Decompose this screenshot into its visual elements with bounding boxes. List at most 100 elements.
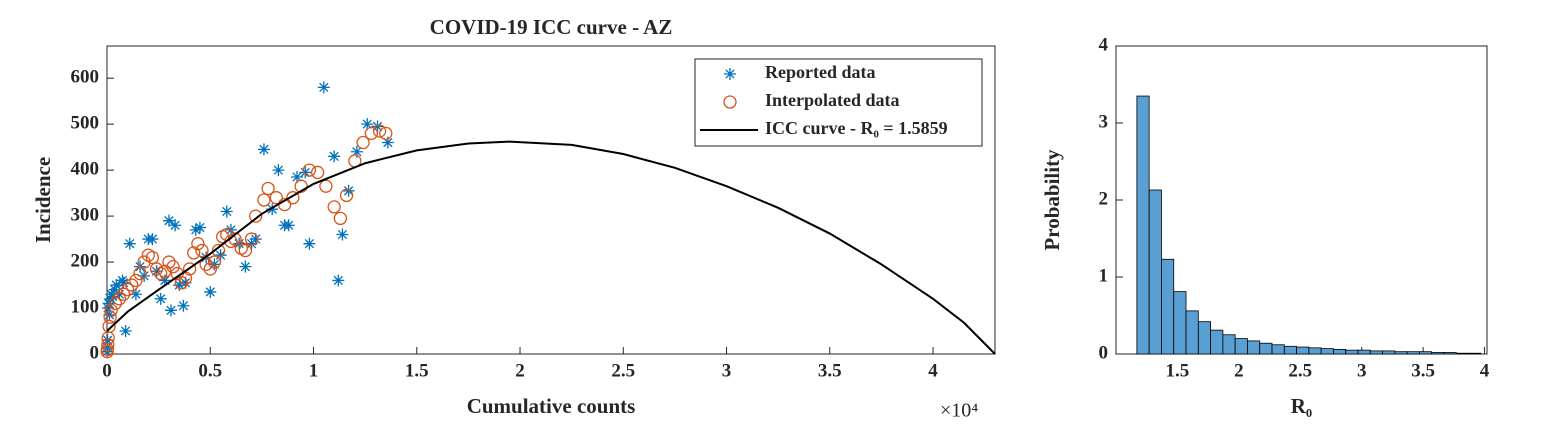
- x-tick-label: 3.5: [1411, 360, 1435, 381]
- reported-point: [116, 274, 129, 287]
- histogram-bar: [1283, 345, 1297, 355]
- histogram-bar: [1185, 310, 1199, 355]
- reported-point: [119, 325, 132, 338]
- interpolated-point: [257, 193, 271, 207]
- interpolated-point: [249, 209, 263, 223]
- reported-point: [361, 118, 374, 131]
- interpolated-point: [108, 296, 122, 311]
- x-tick-label: 4: [1480, 360, 1490, 381]
- x-tick-label: 4: [928, 360, 938, 381]
- interpolated-point: [166, 260, 180, 274]
- reported-point: [123, 237, 136, 250]
- x-tick-label: 3: [1357, 360, 1367, 381]
- y-tick-label: 200: [71, 250, 100, 271]
- interpolated-point: [195, 243, 209, 258]
- histogram-bar: [1394, 351, 1408, 355]
- interpolated-point: [364, 126, 378, 140]
- x-tick-label: 1.5: [1166, 360, 1190, 381]
- histogram-bar: [1333, 348, 1347, 355]
- reported-point: [146, 233, 159, 246]
- histogram-bar: [1296, 346, 1310, 355]
- interpolated-point: [379, 126, 393, 140]
- interpolated-point: [199, 257, 213, 272]
- reported-point: [101, 334, 114, 347]
- interpolated-point: [125, 278, 139, 292]
- histogram-bar: [1197, 321, 1211, 355]
- reported-point: [214, 249, 227, 262]
- interpolated-point: [211, 243, 226, 258]
- legend-marker: [723, 95, 737, 109]
- interpolated-point: [104, 303, 118, 317]
- histogram-bar: [1259, 342, 1273, 355]
- reported-point: [101, 341, 114, 354]
- x-tick-label: 2.5: [611, 360, 635, 381]
- histogram-bar: [1234, 338, 1248, 355]
- x-tick-label: 3: [722, 360, 732, 381]
- x-axis-label: Cumulative counts: [467, 394, 636, 418]
- interpolated-point: [319, 179, 333, 193]
- reported-point: [245, 237, 258, 250]
- reported-point: [303, 237, 316, 250]
- y-axis-label: Incidence: [31, 157, 55, 243]
- histogram-bar: [1382, 350, 1396, 355]
- interpolated-point: [137, 255, 151, 269]
- x-tick-label: 3.5: [818, 360, 842, 381]
- icc-curve: [106, 140, 996, 355]
- interpolated-point: [339, 188, 354, 203]
- y-tick-label: 1: [1099, 265, 1109, 286]
- y-axis-label: Probability: [1040, 149, 1064, 251]
- interpolated-point: [261, 181, 275, 196]
- histogram-bar: [1369, 350, 1383, 355]
- histogram-bar: [1443, 352, 1457, 355]
- reported-point: [317, 81, 330, 94]
- interpolated-point: [103, 310, 117, 324]
- interpolated-point: [133, 266, 147, 281]
- reported-point: [342, 184, 355, 197]
- reported-point: [220, 205, 233, 218]
- histogram-bar: [1357, 349, 1371, 355]
- reported-point: [154, 292, 167, 305]
- reported-point: [193, 221, 206, 234]
- y-tick-label: 600: [71, 67, 100, 88]
- legend-marker: [724, 68, 736, 80]
- reported-point: [249, 233, 262, 246]
- reported-point: [381, 136, 394, 149]
- reported-point: [177, 299, 190, 312]
- reported-point: [110, 279, 123, 292]
- histogram-bar: [1173, 291, 1187, 355]
- legend-label: ICC curve - R₀ = 1.5859: [765, 118, 948, 138]
- reported-point: [150, 265, 163, 278]
- interpolated-point: [302, 163, 317, 177]
- x-tick-label: 2: [515, 360, 525, 381]
- interpolated-point: [129, 273, 143, 288]
- reported-point: [117, 276, 130, 289]
- y-tick-label: 400: [71, 158, 100, 179]
- reported-point: [282, 219, 295, 232]
- reported-point: [290, 171, 303, 184]
- reported-point: [204, 285, 217, 298]
- histogram-bar: [1345, 349, 1359, 355]
- reported-point: [129, 288, 142, 301]
- histogram-bar: [1320, 348, 1334, 355]
- interpolated-point: [244, 232, 259, 246]
- x-tick-label: 0.5: [198, 360, 222, 381]
- y-tick-label: 300: [71, 204, 100, 225]
- x-tick-label: 1: [309, 360, 319, 381]
- histogram-bar: [1148, 189, 1162, 355]
- legend-box: [694, 58, 983, 147]
- interpolated-point: [116, 287, 131, 301]
- x-tick-label: 1.5: [405, 360, 429, 381]
- reported-point: [158, 274, 171, 287]
- interpolated-point: [269, 191, 283, 205]
- interpolated-point: [149, 262, 164, 276]
- y-tick-label: 0: [90, 342, 100, 363]
- interpolated-point: [121, 282, 135, 297]
- interpolated-point: [158, 264, 172, 278]
- reported-point: [165, 304, 178, 317]
- histogram-bar: [1222, 334, 1236, 355]
- reported-point: [257, 143, 270, 156]
- reported-point: [336, 228, 349, 241]
- interpolated-point: [203, 262, 217, 276]
- reported-point: [350, 145, 363, 158]
